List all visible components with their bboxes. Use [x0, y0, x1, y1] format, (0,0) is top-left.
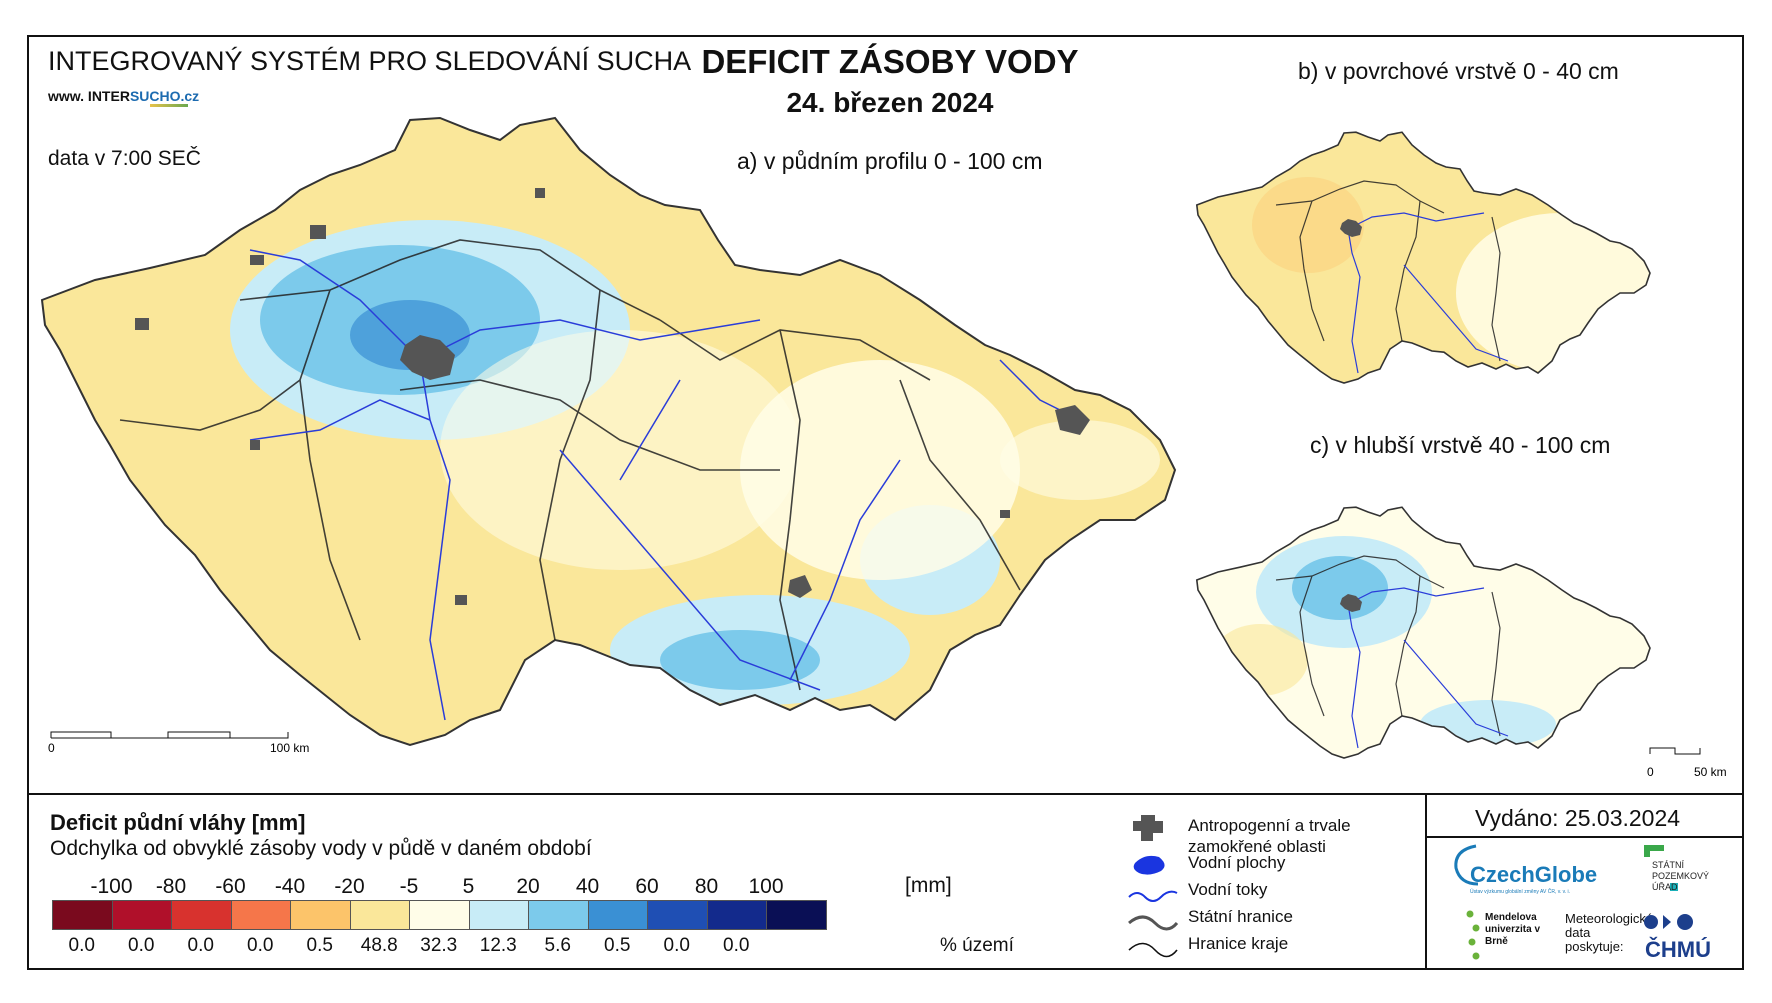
- legend-swatch: [52, 900, 113, 930]
- web-highlight: SUCHO: [129, 88, 181, 104]
- chmu-mark-icon: [1644, 914, 1693, 930]
- issued-divider: [1425, 836, 1744, 838]
- urban-area-icon: [1133, 815, 1163, 841]
- legend-state-border-label: Státní hranice: [1188, 907, 1293, 926]
- web-underline: [150, 104, 188, 107]
- scale-small-end: 50 km: [1694, 765, 1727, 779]
- footer-divider: [1425, 793, 1427, 970]
- map-frame: [27, 35, 1744, 970]
- legend-swatch: [349, 900, 410, 930]
- scale-small-start: 0: [1647, 765, 1654, 779]
- river-icon: [1128, 890, 1178, 902]
- legend-percentage: 0.0: [723, 935, 750, 956]
- legend-swatch: [111, 900, 172, 930]
- legend-threshold: 5: [462, 875, 475, 898]
- legend-swatch: [706, 900, 767, 930]
- page-title: DEFICIT ZÁSOBY VODY: [701, 43, 1079, 80]
- legend-threshold: -5: [399, 875, 419, 898]
- legend-percentage: 0.0: [68, 935, 95, 956]
- web-prefix: www. INTER: [48, 88, 130, 104]
- legend-divider: [27, 793, 1744, 795]
- map-symbols-icons: [1128, 815, 1179, 958]
- issued-date: Vydáno: 25.03.2024: [1475, 805, 1681, 831]
- legend-threshold: -20: [334, 875, 365, 898]
- legend-threshold: 100: [748, 875, 784, 898]
- provider-label: Meteorologická data poskytuje:: [1565, 911, 1654, 954]
- legend-percentage: 0.5: [604, 935, 631, 956]
- legend-swatch: [468, 900, 529, 930]
- legend-region-border-label: Hranice kraje: [1188, 934, 1289, 953]
- map-b-label: b) v povrchové vrstvě 0 - 40 cm: [1298, 58, 1619, 84]
- legend-percentage: 0.0: [247, 935, 274, 956]
- legend-threshold: -40: [274, 875, 306, 898]
- legend-swatch: [290, 900, 351, 930]
- legend-threshold: -60: [215, 875, 246, 898]
- legend-urban-label: Antropogenní a trvale zamokřené oblasti: [1188, 816, 1351, 856]
- czechglobe-icon: [1454, 844, 1479, 886]
- data-time: data v 7:00 SEČ: [48, 147, 201, 170]
- legend-unit: [mm]: [905, 874, 952, 897]
- scale-main-start: 0: [48, 741, 55, 755]
- logo-mendelu: Mendelova univerzita v Brně: [1485, 912, 1541, 947]
- spu-logo-icon: [1644, 845, 1678, 891]
- system-title: INTEGROVANÝ SYSTÉM PRO SLEDOVÁNÍ SUCHA: [48, 46, 692, 76]
- legend-swatch: [171, 900, 232, 930]
- legend-percent-label: % území: [940, 935, 1014, 956]
- map-c: [1196, 506, 1651, 759]
- logo-czechglobe-sub: Ústav výzkumu globální změny AV ČR, v. v…: [1470, 889, 1571, 895]
- logo-chmu: ČHMÚ: [1645, 937, 1711, 962]
- legend-water-label: Vodní plochy: [1188, 853, 1286, 872]
- legend-percentage: 32.3: [420, 935, 458, 956]
- legend-percentage: 0.0: [128, 935, 155, 956]
- legend-title: Deficit půdní vláhy [mm]: [50, 810, 306, 835]
- legend-subtitle: Odchylka od obvyklé zásoby vody v půdě v…: [50, 837, 592, 860]
- website-link[interactable]: www. INTERSUCHO.cz: [48, 88, 199, 104]
- legend-percentage: 48.8: [360, 935, 398, 956]
- state-border-icon: [1128, 915, 1179, 931]
- scale-bar-small: [1649, 747, 1701, 755]
- scale-bar-main: [50, 731, 289, 739]
- legend-swatch: [766, 900, 827, 930]
- legend-threshold: 80: [694, 875, 719, 898]
- mendelu-dots-icon: [1466, 910, 1480, 960]
- legend-swatch: [409, 900, 470, 930]
- legend-percentage: 12.3: [479, 935, 517, 956]
- logo-czechglobe: CzechGlobe: [1470, 862, 1598, 887]
- legend-swatch: [528, 900, 589, 930]
- logo-spu: STÁTNÍ POZEMKOVÝ ÚŘAD: [1652, 860, 1710, 892]
- map-c-label: c) v hlubší vrstvě 40 - 100 cm: [1310, 432, 1611, 458]
- map-a-label: a) v půdním profilu 0 - 100 cm: [737, 148, 1043, 174]
- legend-threshold: -80: [155, 875, 187, 898]
- map-b: [1196, 131, 1651, 384]
- water-body-icon: [1133, 855, 1165, 875]
- legend-swatch: [647, 900, 708, 930]
- web-suffix: .cz: [180, 88, 200, 104]
- legend-threshold: 60: [635, 875, 659, 898]
- legend-swatch: [587, 900, 648, 930]
- legend-percentage: 0.0: [663, 935, 690, 956]
- legend-threshold: 40: [575, 875, 600, 898]
- legend-threshold: -100: [90, 875, 133, 898]
- legend-percentage: 0.0: [187, 935, 214, 956]
- legend-threshold: 20: [516, 875, 540, 898]
- map-date: 24. březen 2024: [786, 87, 994, 118]
- legend-river-label: Vodní toky: [1188, 880, 1268, 899]
- region-border-icon: [1128, 942, 1178, 958]
- scale-main-end: 100 km: [270, 741, 309, 755]
- legend-swatch: [230, 900, 291, 930]
- legend-percentage: 0.5: [306, 935, 333, 956]
- legend-percentage: 5.6: [544, 935, 571, 956]
